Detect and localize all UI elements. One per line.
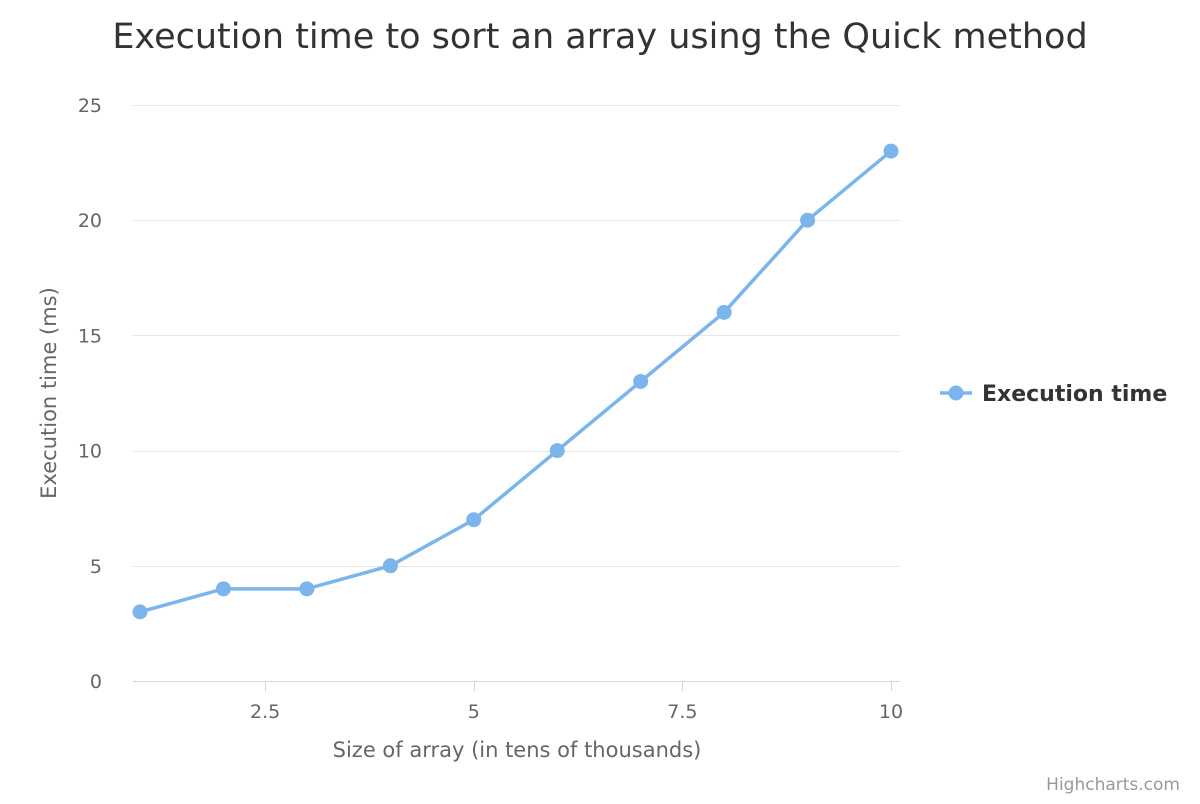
legend-marker-symbol	[948, 385, 964, 401]
series-line[interactable]	[138, 149, 893, 614]
y-tick-label: 25	[78, 95, 102, 117]
x-tick-label: 2.5	[250, 701, 280, 723]
x-axis-title: Size of array (in tens of thousands)	[333, 738, 702, 762]
chart-title: Execution time to sort an array using th…	[112, 17, 1087, 57]
y-tick-label: 20	[78, 210, 102, 232]
data-point-marker[interactable]	[299, 581, 315, 597]
legend-item[interactable]: Execution time	[940, 382, 1167, 407]
data-point-marker[interactable]	[716, 304, 732, 320]
y-tick-label: 0	[90, 671, 102, 693]
data-point-marker[interactable]	[382, 558, 398, 574]
grid-lines	[133, 105, 900, 567]
data-point-marker[interactable]	[215, 581, 231, 597]
y-tick-label: 5	[90, 556, 102, 578]
axes: 0 5 10 15 20 25 2.5 5 7.5 10	[78, 95, 903, 723]
data-point-marker[interactable]	[883, 143, 899, 159]
credits-link[interactable]: Highcharts.com	[1046, 775, 1180, 795]
data-point-marker[interactable]	[549, 443, 565, 459]
x-tick-label: 7.5	[667, 701, 697, 723]
legend-label: Execution time	[982, 382, 1167, 407]
data-point-marker[interactable]	[132, 604, 148, 620]
data-point-marker[interactable]	[466, 512, 482, 528]
y-axis-title: Execution time (ms)	[37, 287, 61, 499]
x-tick-label: 10	[879, 701, 903, 723]
y-tick-label: 10	[78, 441, 102, 463]
series-layer	[132, 143, 899, 620]
data-point-marker[interactable]	[633, 373, 649, 389]
x-tick-label: 5	[468, 701, 480, 723]
data-point-marker[interactable]	[800, 212, 816, 228]
legend[interactable]: Execution time	[940, 382, 1167, 407]
y-tick-label: 15	[78, 325, 102, 347]
